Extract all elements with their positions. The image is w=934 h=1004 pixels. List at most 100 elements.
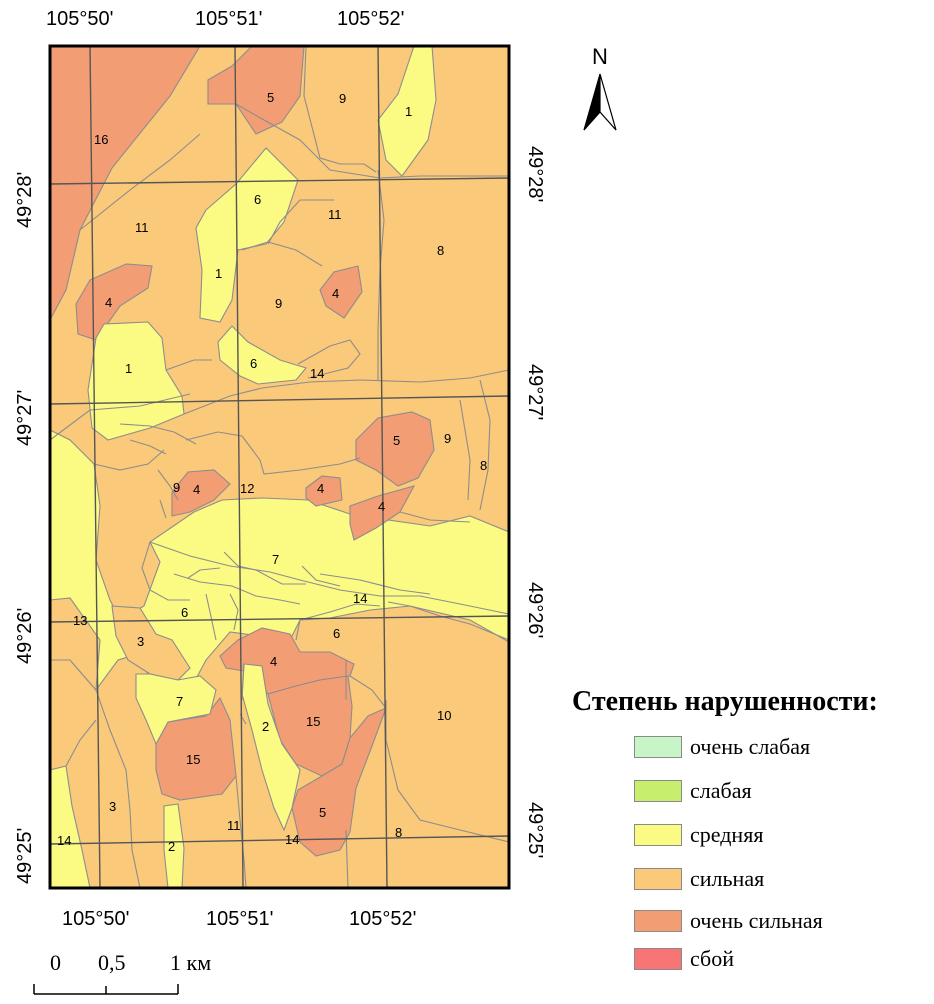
unit-label: 15 <box>186 752 200 767</box>
unit-label: 9 <box>444 431 451 446</box>
unit-4-right-polygon <box>349 485 416 541</box>
unit-label: 7 <box>176 694 183 709</box>
unit-label: 2 <box>168 839 175 854</box>
meridian-line <box>234 45 244 889</box>
unit-label: 10 <box>437 708 451 723</box>
scale-label-0: 0 <box>50 950 61 975</box>
unit-label: 4 <box>105 295 112 310</box>
north-label: N <box>592 44 608 69</box>
unit-label: 4 <box>270 654 277 669</box>
parallel-line <box>49 177 510 185</box>
parallel-line <box>49 395 510 405</box>
bottom-lon-label: 105°52' <box>349 908 417 930</box>
unit-label: 9 <box>339 91 346 106</box>
unit-1-top-polygon <box>377 46 437 177</box>
parallel-line <box>49 615 510 623</box>
unit-label: 4 <box>193 482 200 497</box>
unit-label: 6 <box>181 605 188 620</box>
unit-label: 11 <box>328 207 342 222</box>
unit-label: 8 <box>480 458 487 473</box>
scale-bar <box>33 984 179 995</box>
unit-6-lower-polygon <box>217 325 307 385</box>
legend-swatch <box>634 736 682 758</box>
unit-label: 5 <box>319 805 326 820</box>
scale-label-1km: 1 км <box>170 950 212 975</box>
legend-label: очень сильная <box>690 908 823 933</box>
unit-label: 14 <box>285 832 299 847</box>
unit-label: 11 <box>227 818 241 833</box>
unit-label: 13 <box>73 613 87 628</box>
unit-label: 8 <box>395 825 402 840</box>
legend-swatch <box>634 948 682 970</box>
unit-label: 4 <box>378 499 385 514</box>
unit-label: 14 <box>310 366 324 381</box>
unit-label: 5 <box>393 433 400 448</box>
unit-5-mid-polygon <box>355 411 435 487</box>
unit-1-left-polygon <box>87 321 185 441</box>
unit-label: 14 <box>57 833 71 848</box>
north-arrow-icon <box>583 73 617 131</box>
legend-swatch <box>634 910 682 932</box>
unit-label: 1 <box>215 266 222 281</box>
unit-4-small-polygon <box>305 475 343 507</box>
unit-label: 8 <box>437 243 444 258</box>
legend-label: средняя <box>690 822 764 847</box>
bottom-lon-label: 105°51' <box>206 908 274 930</box>
top-lon-label: 105°51' <box>195 8 263 30</box>
legend-label: слабая <box>690 778 752 803</box>
top-lon-label: 105°52' <box>337 8 405 30</box>
legend-label: очень слабая <box>690 734 811 759</box>
legend-item: сбой <box>634 946 734 972</box>
unit-label: 16 <box>94 132 108 147</box>
unit-label: 9 <box>173 480 180 495</box>
legend-swatch <box>634 824 682 846</box>
meridian-line <box>89 45 101 889</box>
unit-label: 6 <box>254 192 261 207</box>
unit-label: 6 <box>333 626 340 641</box>
graticule <box>49 45 510 889</box>
unit-label: 14 <box>353 591 367 606</box>
unit-4-mid-polygon <box>319 265 363 319</box>
scale-label-05: 0,5 <box>98 950 126 975</box>
unit-label: 15 <box>306 714 320 729</box>
unit-7-lower-polygon <box>135 673 217 746</box>
unit-5-top-polygon <box>207 46 305 135</box>
unit-2-bottom-polygon <box>163 803 185 888</box>
legend-item: сильная <box>634 866 764 892</box>
unit-label: 12 <box>240 481 254 496</box>
legend-title: Степень нарушенности: <box>572 686 878 717</box>
unit-label: 3 <box>137 634 144 649</box>
unit-label: 5 <box>267 90 274 105</box>
unit-label: 6 <box>250 356 257 371</box>
legend-item: очень слабая <box>634 734 810 760</box>
legend-item: слабая <box>634 778 752 804</box>
bottom-lon-label: 105°50' <box>62 908 130 930</box>
top-lon-label: 105°50' <box>46 8 114 30</box>
unit-label: 4 <box>317 481 324 496</box>
unit-4-9-polygon <box>171 469 231 517</box>
unit-label: 4 <box>332 286 339 301</box>
unit-labels: 16 5 9 1 6 11 11 8 4 1 9 4 1 6 14 5 9 8 … <box>57 90 487 854</box>
unit-5-lower-polygon <box>291 706 387 857</box>
unit-label: 1 <box>125 361 132 376</box>
unit-label: 11 <box>135 220 149 235</box>
legend-item: очень сильная <box>634 908 823 934</box>
unit-6-upper-polygon <box>195 147 299 323</box>
legend-label: сильная <box>690 866 765 891</box>
legend-swatch <box>634 780 682 802</box>
map-polygons <box>50 46 509 888</box>
unit-label: 7 <box>272 552 279 567</box>
unit-16-polygon <box>50 46 201 321</box>
legend-swatch <box>634 868 682 890</box>
legend-item: средняя <box>634 822 763 848</box>
unit-4-left-polygon <box>75 263 153 341</box>
map-frame <box>48 44 511 890</box>
unit-label: 2 <box>262 719 269 734</box>
parallel-line <box>49 835 510 845</box>
unit-label: 9 <box>275 296 282 311</box>
legend-label: сбой <box>690 946 734 971</box>
meridian-line <box>377 45 388 889</box>
unit-label: 3 <box>109 799 116 814</box>
unit-label: 1 <box>405 104 412 119</box>
